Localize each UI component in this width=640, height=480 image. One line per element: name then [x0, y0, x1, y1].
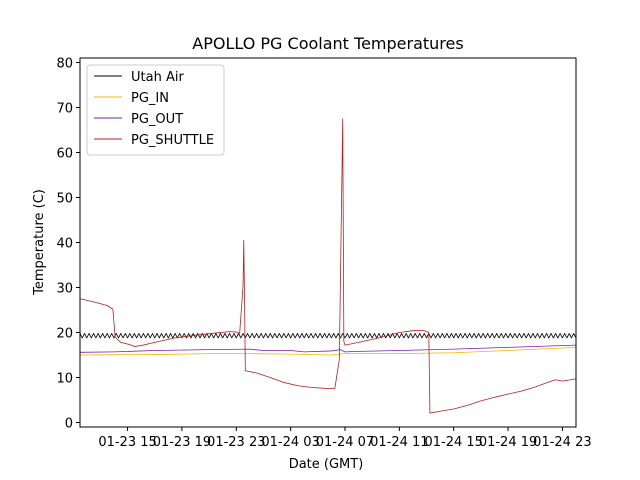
y-tick-label: 60: [56, 147, 73, 162]
y-tick-label: 80: [56, 57, 73, 72]
x-tick-label: 01-24 11: [370, 435, 428, 450]
y-tick-label: 30: [56, 282, 73, 297]
y-axis-label: Temperature (C): [32, 189, 47, 296]
x-axis-label: Date (GMT): [289, 457, 364, 472]
legend-label: PG_OUT: [131, 112, 183, 127]
legend-box: [86, 64, 225, 156]
legend: Utah Air PG_IN PG_OUT PG_SHUTTLE: [86, 64, 225, 156]
series-layer: [80, 118, 576, 414]
y-tick-label: 20: [56, 327, 73, 342]
x-tick-label: 01-24 19: [479, 435, 537, 450]
y-tick-label: 50: [56, 192, 73, 207]
chart-title: APOLLO PG Coolant Temperatures: [192, 34, 463, 53]
y-tick-label: 0: [65, 417, 73, 432]
y-tick-label: 40: [56, 237, 73, 252]
y-tick-label: 10: [56, 372, 73, 387]
legend-label: PG_IN: [131, 91, 169, 106]
x-tick-label: 01-23 23: [207, 435, 265, 450]
series-line-pg-out: [80, 344, 576, 353]
legend-label: PG_SHUTTLE: [131, 133, 214, 148]
x-tick-label: 01-24 03: [261, 435, 319, 450]
x-tick-label: 01-23 15: [98, 435, 156, 450]
x-tick-label: 01-24 15: [424, 435, 482, 450]
plot-area: [80, 118, 576, 414]
y-tick-label: 70: [56, 102, 73, 117]
series-line-pg-in: [80, 346, 576, 356]
series-line-utah-air: [80, 333, 576, 339]
legend-label: Utah Air: [131, 70, 184, 85]
x-tick-label: 01-24 23: [533, 435, 591, 450]
x-tick-label: 01-24 07: [316, 435, 374, 450]
series-line-pg-shuttle: [80, 118, 576, 414]
y-axis: 0 10 20 30 40 50 60 70 80: [56, 57, 80, 432]
x-tick-label: 01-23 19: [153, 435, 211, 450]
